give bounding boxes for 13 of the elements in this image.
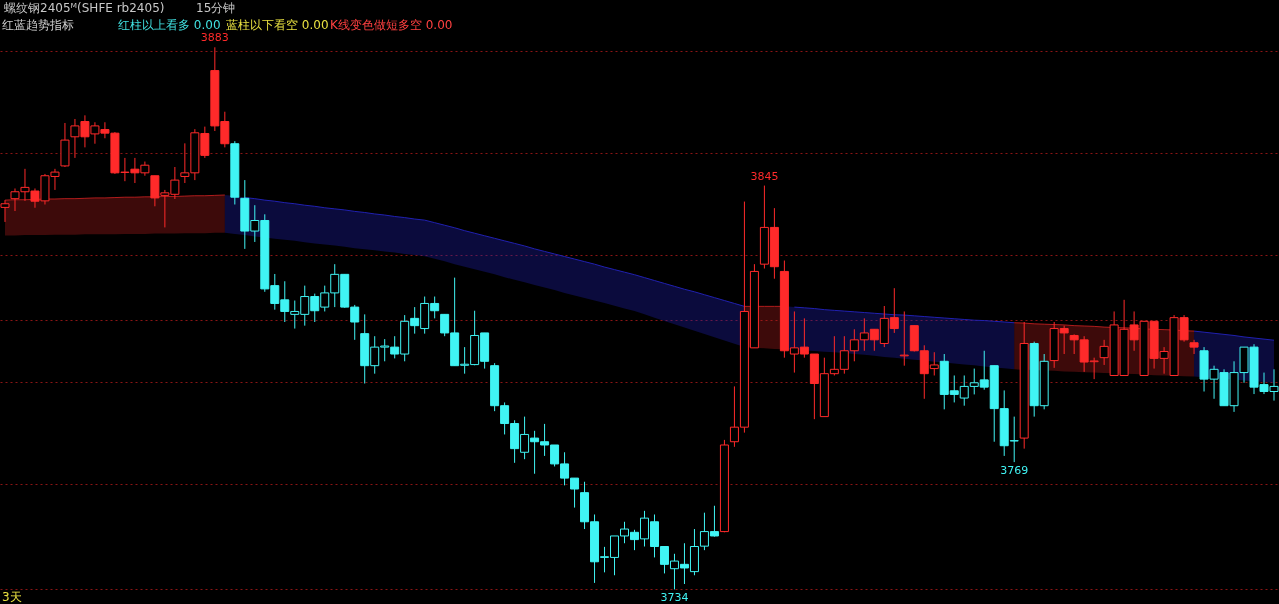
annotation: K线变色做短多空 0.00 [330,18,453,32]
annotation: 3天 [2,590,22,604]
annotation: 3734 [660,591,689,604]
annotation: 红蓝趋势指标 [2,18,74,32]
annotation: 3845 [750,169,779,183]
annotation: 红柱以上看多 0.00 [118,18,221,32]
chart-title: 螺纹钢2405ᴹ(SHFE rb2405) [4,1,165,15]
chart-subtitle: 15分钟 [196,1,236,15]
annotation: 3883 [200,31,229,45]
candlestick [899,310,909,367]
annotation: 蓝柱以下看空 0.00 [226,18,329,32]
annotation: 3769 [1000,464,1029,478]
candlestick [1189,339,1199,355]
